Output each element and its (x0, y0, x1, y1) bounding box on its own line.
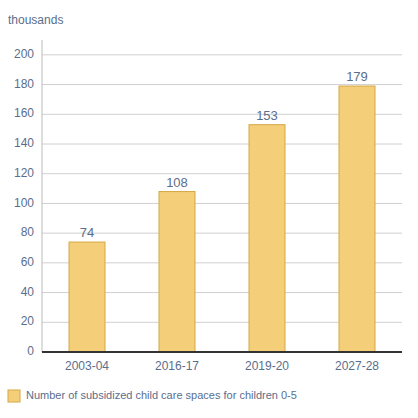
x-tick-labels: 2003-04 2016-17 2019-20 2027-28 (65, 359, 379, 373)
y-tick-label: 200 (14, 47, 34, 61)
data-label: 153 (256, 108, 278, 123)
chart-container: 0 20 40 60 80 100 120 140 160 180 200 74 108 153 179 20… (0, 0, 418, 418)
y-axis-line (42, 40, 43, 352)
data-label: 108 (166, 175, 188, 190)
y-tick-label: 160 (14, 106, 34, 120)
x-tick-label: 2027-28 (335, 359, 379, 373)
y-tick-label: 120 (14, 166, 34, 180)
legend-swatch (8, 390, 20, 402)
y-tick-label: 180 (14, 77, 34, 91)
y-tick-label: 80 (21, 225, 35, 239)
bar (339, 86, 375, 352)
x-tick-label: 2019-20 (245, 359, 289, 373)
chart: 0 20 40 60 80 100 120 140 160 180 200 74 108 153 179 20… (0, 0, 418, 418)
y-tick-label: 100 (14, 196, 34, 210)
y-tick-label: 20 (21, 314, 35, 328)
data-labels: 74 108 153 179 (80, 69, 368, 240)
x-tick-label: 2016-17 (155, 359, 199, 373)
bar (69, 242, 105, 352)
y-tick-label: 140 (14, 136, 34, 150)
bar (159, 192, 195, 352)
grid-line (42, 54, 402, 55)
y-tick-label: 60 (21, 255, 35, 269)
y-axis-label: thousands (8, 13, 63, 27)
x-axis-line (42, 351, 402, 353)
bars (69, 86, 375, 352)
data-label: 74 (80, 225, 94, 240)
y-grid: 0 20 40 60 80 100 120 140 160 180 200 (14, 47, 402, 358)
grid-line (42, 84, 402, 85)
bar (249, 125, 285, 352)
legend: Number of subsidized child care spaces f… (8, 389, 297, 402)
y-tick-label: 40 (21, 285, 35, 299)
x-tick-label: 2003-04 (65, 359, 109, 373)
y-tick-label: 0 (27, 344, 34, 358)
grid-line (42, 352, 402, 353)
data-label: 179 (346, 69, 368, 84)
legend-label: Number of subsidized child care spaces f… (26, 389, 297, 401)
